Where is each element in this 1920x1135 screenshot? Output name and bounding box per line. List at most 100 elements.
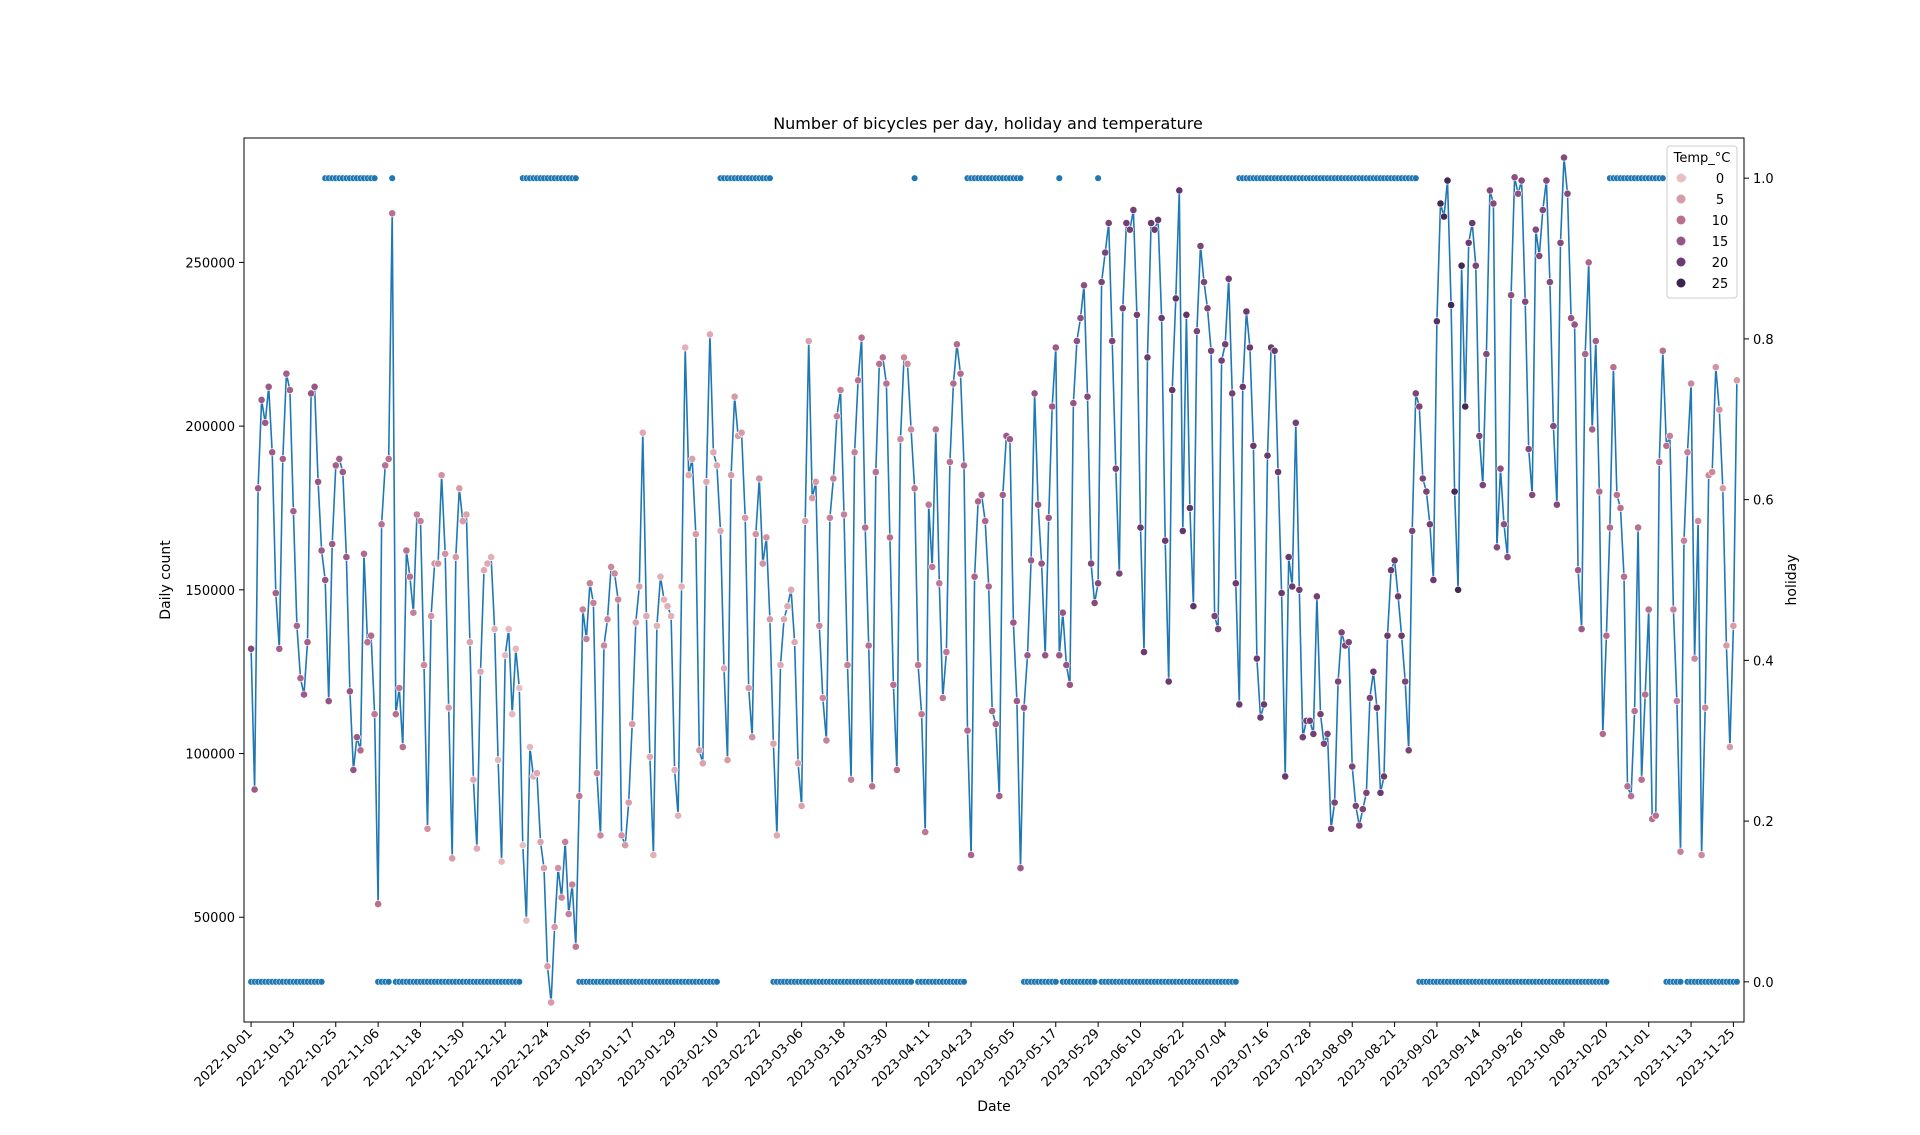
data-point <box>494 756 502 764</box>
data-point <box>1591 337 1600 345</box>
data-point <box>303 638 312 647</box>
holiday-point <box>515 978 523 986</box>
data-point <box>1546 278 1554 286</box>
data-point <box>1161 536 1170 545</box>
data-point <box>917 710 926 719</box>
data-point <box>607 563 615 571</box>
data-point <box>1577 625 1586 633</box>
data-point <box>1104 219 1113 227</box>
data-point <box>1090 599 1099 607</box>
data-point <box>557 893 566 902</box>
y-axis-right: 0.0 0.2 0.4 0.6 0.8 1.0 <box>1744 172 1774 991</box>
data-point <box>1606 523 1614 532</box>
holiday-point <box>1094 174 1102 182</box>
data-point <box>1701 703 1710 712</box>
data-point <box>444 703 453 712</box>
data-point <box>1609 363 1618 372</box>
holiday-point <box>388 174 396 182</box>
data-point <box>1524 445 1533 453</box>
data-point <box>946 458 954 466</box>
data-point <box>1411 389 1420 398</box>
data-point <box>790 638 799 647</box>
data-point <box>1101 248 1110 257</box>
data-point <box>1644 605 1653 614</box>
data-point <box>508 710 517 719</box>
data-point <box>1037 559 1046 568</box>
data-point <box>709 448 718 457</box>
data-point <box>465 638 474 647</box>
data-point <box>921 828 930 836</box>
data-point <box>416 517 425 525</box>
data-point <box>434 559 442 568</box>
data-point <box>1634 523 1642 532</box>
data-point <box>649 851 658 859</box>
data-point <box>451 553 460 561</box>
data-point <box>1538 206 1547 214</box>
data-point <box>878 353 887 362</box>
data-point <box>1658 346 1667 355</box>
holiday-point <box>1602 978 1610 986</box>
data-point <box>730 392 739 401</box>
data-point <box>1147 219 1155 227</box>
data-point <box>300 690 308 699</box>
data-point <box>1560 153 1568 162</box>
data-point <box>296 674 305 683</box>
data-point <box>370 710 379 719</box>
data-point <box>455 484 464 493</box>
data-point <box>374 900 382 908</box>
data-point <box>1426 520 1434 529</box>
legend-marker <box>1676 173 1686 183</box>
data-point <box>1228 389 1237 398</box>
data-point <box>338 468 347 476</box>
data-point <box>324 697 333 705</box>
data-point <box>1415 402 1424 411</box>
data-point <box>1348 762 1357 771</box>
data-point <box>773 831 781 840</box>
data-point <box>737 428 746 437</box>
data-point <box>395 684 404 692</box>
data-point <box>582 635 591 643</box>
data-point <box>1313 592 1321 601</box>
data-point <box>893 766 901 774</box>
data-point <box>1249 441 1258 450</box>
data-point <box>748 733 757 742</box>
y-tick-label: 200000 <box>185 420 235 435</box>
data-point <box>953 340 961 349</box>
data-point <box>1238 382 1247 391</box>
data-point <box>1574 566 1582 575</box>
data-point <box>268 448 277 457</box>
data-point <box>808 494 817 502</box>
data-point <box>1429 576 1438 584</box>
data-point <box>1697 851 1706 859</box>
data-point <box>857 333 866 342</box>
data-point <box>610 569 619 578</box>
data-point <box>1242 307 1251 316</box>
data-point <box>1277 589 1286 597</box>
data-point <box>1507 291 1515 300</box>
data-point <box>628 720 637 728</box>
y-tick-label: 250000 <box>185 256 235 271</box>
data-point <box>458 517 467 525</box>
data-point <box>1401 677 1410 686</box>
data-point <box>854 376 862 385</box>
data-point <box>1115 569 1124 578</box>
data-point <box>1542 176 1551 185</box>
data-point <box>758 559 767 568</box>
holiday-point <box>1091 978 1099 986</box>
data-point <box>896 435 905 444</box>
data-point <box>1062 661 1071 669</box>
data-point <box>345 687 354 696</box>
holiday-point <box>1659 174 1667 182</box>
data-point <box>663 602 672 611</box>
data-point <box>543 962 552 971</box>
data-point <box>667 612 675 620</box>
data-point <box>995 792 1004 800</box>
legend: Temp_°C 0 5 10 15 20 25 <box>1666 145 1738 299</box>
data-point <box>472 844 481 853</box>
data-point <box>1461 402 1470 411</box>
data-point <box>317 546 326 555</box>
data-point <box>437 471 446 480</box>
data-point <box>1044 513 1053 522</box>
data-point <box>833 412 841 421</box>
data-point <box>1274 468 1282 476</box>
